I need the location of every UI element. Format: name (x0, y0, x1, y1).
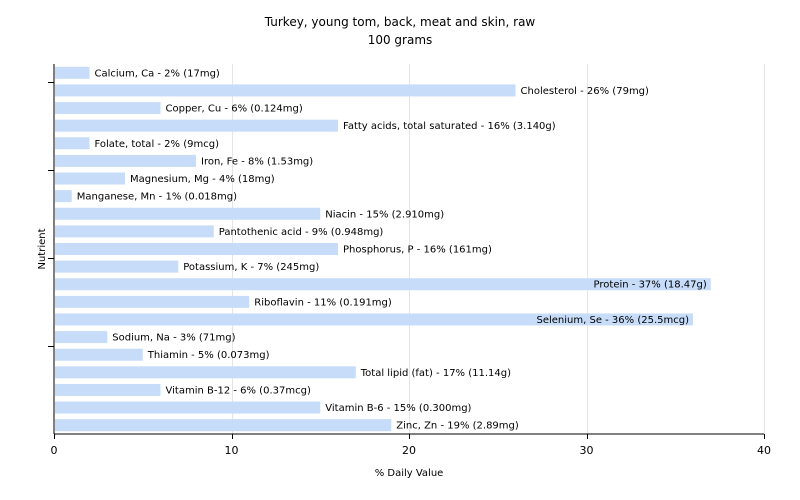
bar-labels: Calcium, Ca - 2% (17mg) Cholesterol - 26%… (77, 68, 707, 431)
bar-label: Manganese, Mn - 1% (0.018mg) (77, 192, 237, 203)
x-tick-label: 40 (757, 444, 771, 457)
chart-subtitle: 100 grams (368, 33, 433, 47)
bar-label: Copper, Cu - 6% (0.124mg) (166, 104, 303, 115)
chart-title: Turkey, young tom, back, meat and skin, … (264, 15, 536, 29)
x-tick-label: 0 (51, 444, 58, 457)
bar-label: Vitamin B-12 - 6% (0.37mcg) (166, 385, 311, 396)
bar (55, 348, 143, 361)
x-tick-label: 30 (580, 444, 594, 457)
bar-label: Niacin - 15% (2.910mg) (325, 209, 444, 220)
bar (55, 84, 516, 97)
bar (55, 172, 125, 185)
bar (55, 225, 214, 238)
bar (55, 313, 693, 326)
bar-label: Total lipid (fat) - 17% (11.14g) (360, 368, 511, 379)
bar (55, 419, 392, 432)
bar (55, 383, 161, 396)
bar-label: Calcium, Ca - 2% (17mg) (95, 68, 220, 79)
bar (55, 260, 179, 273)
bar (55, 366, 356, 379)
bar (55, 243, 338, 255)
bar (55, 154, 196, 167)
bar (55, 119, 338, 132)
bar-label: Pantothenic acid - 9% (0.948mg) (219, 227, 384, 238)
bar (55, 295, 250, 308)
bar (55, 102, 161, 115)
bar-label: Zinc, Zn - 19% (2.89mg) (396, 421, 519, 432)
bars (55, 66, 711, 432)
bar (55, 331, 108, 344)
bar-label: Vitamin B-6 - 15% (0.300mg) (325, 403, 471, 414)
y-axis-ticks (48, 82, 54, 347)
y-axis-title: Nutrient (37, 228, 48, 269)
bar-label: Thiamin - 5% (0.073mg) (147, 350, 270, 361)
bar-label: Phosphorus, P - 16% (161mg) (343, 245, 492, 256)
bar-label: Selenium, Se - 36% (25.5mcg) (536, 315, 689, 326)
x-tick-label: 10 (225, 444, 239, 457)
bar-label: Magnesium, Mg - 4% (18mg) (130, 174, 275, 185)
bar (55, 190, 72, 203)
bar (55, 401, 321, 414)
bar-label: Cholesterol - 26% (79mg) (521, 86, 650, 97)
bar-label: Folate, total - 2% (9mcg) (95, 139, 220, 150)
bar-label: Riboflavin - 11% (0.191mg) (254, 297, 392, 308)
bar (55, 278, 711, 291)
bar-label: Protein - 37% (18.47g) (594, 280, 707, 291)
bar (55, 207, 321, 220)
x-tick-label: 20 (402, 444, 416, 457)
x-axis-ticks: 0 10 20 30 40 (51, 434, 771, 457)
bar (55, 137, 90, 150)
x-axis-title: % Daily Value (375, 468, 444, 479)
bar-label: Potassium, K - 7% (245mg) (183, 262, 319, 273)
bar (55, 66, 90, 79)
bar-label: Iron, Fe - 8% (1.53mg) (201, 156, 313, 167)
bar-label: Fatty acids, total saturated - 16% (3.14… (343, 121, 556, 132)
bar-label: Sodium, Na - 3% (71mg) (112, 333, 235, 344)
